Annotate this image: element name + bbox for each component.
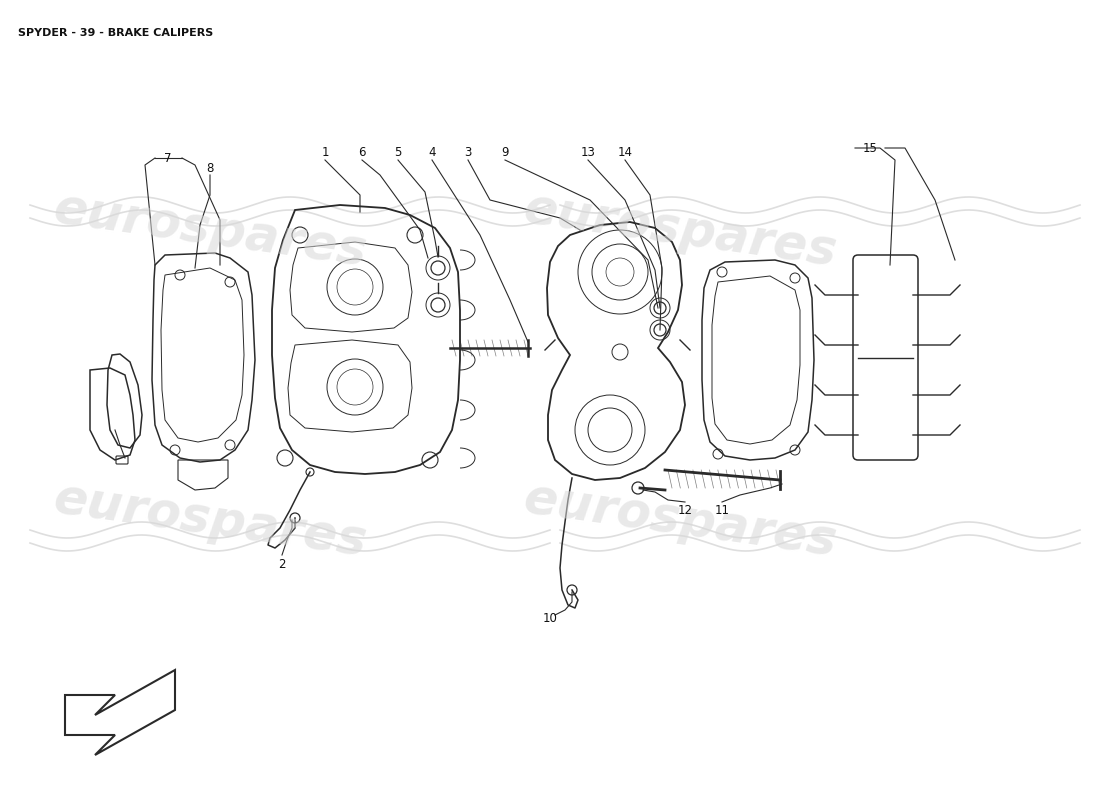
Text: 8: 8	[207, 162, 213, 174]
Text: SPYDER - 39 - BRAKE CALIPERS: SPYDER - 39 - BRAKE CALIPERS	[18, 28, 213, 38]
Text: 14: 14	[617, 146, 632, 158]
Text: 2: 2	[278, 558, 286, 571]
Text: 11: 11	[715, 503, 729, 517]
Text: 6: 6	[359, 146, 365, 158]
Text: 5: 5	[394, 146, 402, 158]
Text: eurospares: eurospares	[51, 184, 370, 276]
Text: 15: 15	[862, 142, 878, 154]
Text: 9: 9	[502, 146, 508, 158]
Text: 7: 7	[164, 151, 172, 165]
Text: eurospares: eurospares	[51, 474, 370, 566]
Text: 3: 3	[464, 146, 472, 158]
Text: 4: 4	[428, 146, 436, 158]
Text: 13: 13	[581, 146, 595, 158]
Text: 12: 12	[678, 503, 693, 517]
Text: 1: 1	[321, 146, 329, 158]
Text: eurospares: eurospares	[520, 474, 839, 566]
Text: 10: 10	[542, 611, 558, 625]
Text: eurospares: eurospares	[520, 184, 839, 276]
